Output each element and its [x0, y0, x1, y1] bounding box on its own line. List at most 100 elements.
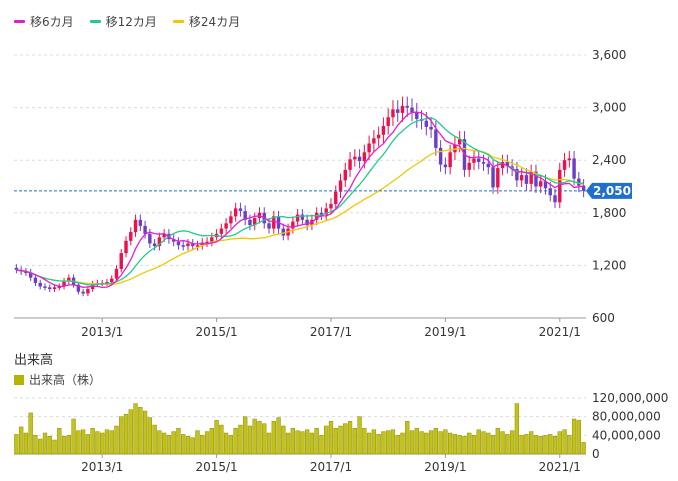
volume-bar: [300, 431, 305, 455]
candle-body: [453, 144, 457, 153]
volume-bar: [266, 432, 272, 455]
volume-bar: [381, 431, 386, 455]
candle-body: [281, 228, 286, 236]
candle: [305, 214, 309, 231]
price-x-tick-label: 2013/1: [81, 325, 123, 339]
candle-body: [305, 219, 309, 226]
candle-body: [391, 109, 395, 118]
candle-body: [553, 195, 557, 203]
candle-body: [191, 243, 195, 247]
candle: [343, 162, 347, 188]
candle-body: [110, 278, 114, 283]
volume-bar: [128, 409, 133, 455]
volume-bar: [333, 428, 338, 455]
current-price-label: 2,050: [593, 184, 631, 198]
legend-item-ma6[interactable]: 移6カ月: [14, 13, 74, 30]
volume-bar: [443, 429, 448, 455]
volume-bar: [243, 416, 248, 455]
current-price-tag: [586, 182, 632, 199]
candle: [491, 160, 495, 194]
volume-bar: [567, 435, 572, 455]
candle-body: [162, 233, 166, 238]
candle-body: [343, 169, 347, 181]
volume-y-tick-label: 0: [592, 447, 600, 461]
volume-bar: [366, 432, 372, 455]
candle-body: [219, 228, 224, 234]
volume-bar: [123, 414, 129, 455]
candle: [443, 157, 448, 175]
candle: [114, 265, 119, 282]
candle-body: [486, 163, 490, 168]
legend-item-volume[interactable]: 出来高（株）: [14, 371, 101, 388]
price-y-tick-label: 2,400: [592, 153, 626, 167]
volume-bar: [142, 410, 148, 455]
candle-body: [67, 277, 71, 282]
candle: [119, 249, 123, 273]
volume-bar: [314, 428, 319, 455]
volume-bar: [219, 424, 224, 455]
legend-item-ma12[interactable]: 移12カ月: [89, 13, 157, 30]
candle: [438, 140, 443, 172]
candle: [52, 284, 57, 292]
candle-body: [472, 158, 476, 163]
candle: [324, 202, 328, 221]
candle-body: [300, 214, 305, 220]
candle-body: [505, 161, 510, 167]
candle-body: [558, 169, 562, 203]
volume-bar: [419, 431, 424, 455]
volume-bar: [457, 435, 462, 455]
candle: [181, 240, 185, 251]
volume-bar: [438, 431, 443, 455]
candle: [62, 278, 66, 290]
candle: [14, 264, 19, 274]
volume-bar: [304, 429, 310, 455]
volume-swatch: [14, 374, 24, 385]
candle-body: [548, 188, 552, 196]
candle-body: [291, 221, 295, 229]
volume-y-tick-label: 80,000,000: [592, 410, 661, 424]
volume-bar: [433, 428, 439, 455]
candle: [210, 232, 214, 247]
candle: [129, 227, 133, 246]
volume-bar: [428, 430, 434, 455]
volume-bar: [28, 412, 33, 455]
volume-bar: [233, 428, 238, 455]
candle-body: [119, 253, 123, 269]
candle-body: [334, 191, 338, 205]
candle: [43, 283, 47, 291]
price-y-axis: 3,600 3,000 2,400 1,800 1,200 600: [592, 48, 626, 325]
volume-bar: [347, 421, 353, 455]
volume-bar: [104, 429, 110, 455]
volume-bar: [514, 403, 520, 455]
volume-bar: [247, 425, 253, 455]
candle: [124, 236, 128, 258]
price-y-tick-label: 3,000: [592, 101, 626, 115]
candle-body: [381, 126, 386, 135]
candle: [205, 237, 209, 248]
candle: [176, 237, 181, 250]
volume-x-axis: 2013/1 2015/1 2017/1 2019/1 2021/1: [81, 454, 581, 474]
candle-body: [238, 208, 243, 212]
volume-bar: [409, 430, 415, 455]
candle-body: [62, 281, 66, 287]
candle-body: [357, 156, 362, 162]
candle-body: [367, 143, 371, 153]
candle-body: [148, 233, 152, 244]
ma24-line: [16, 147, 584, 285]
candle: [143, 220, 147, 239]
candle: [233, 202, 238, 222]
candle-body: [33, 277, 38, 283]
volume-bar: [109, 430, 114, 455]
candle-body: [248, 219, 252, 226]
candle-body: [143, 225, 147, 234]
candle-body: [81, 291, 85, 294]
candle: [372, 130, 376, 152]
legend-item-ma24[interactable]: 移24カ月: [172, 13, 240, 30]
volume-bar: [223, 432, 229, 455]
candle-body: [496, 168, 500, 188]
volume-x-tick-label: 2019/1: [424, 460, 466, 474]
volume-bar: [509, 430, 515, 455]
volume-bar: [23, 432, 29, 455]
volume-bar: [80, 429, 86, 455]
